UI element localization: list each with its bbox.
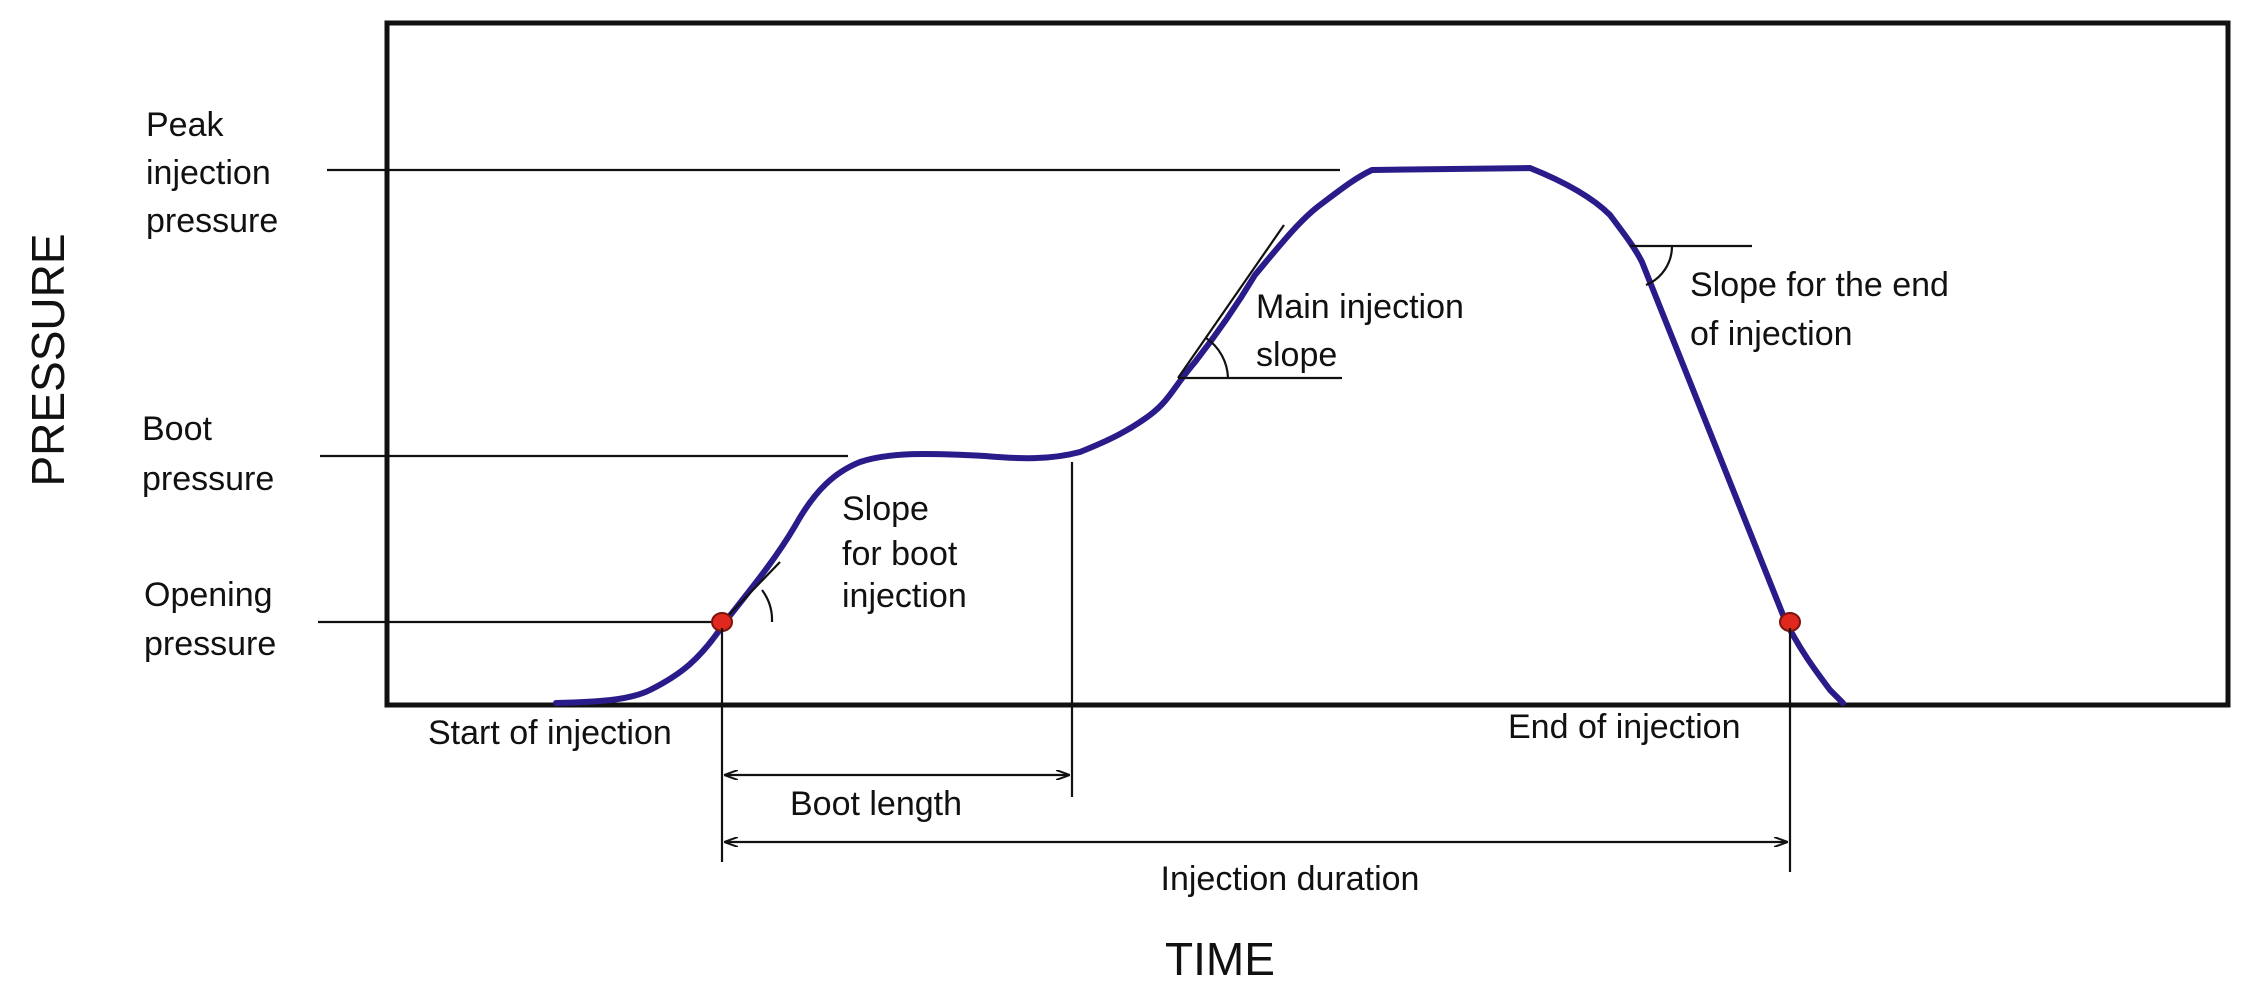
svg-text:pressure: pressure	[144, 625, 276, 663]
svg-text:injection: injection	[842, 577, 967, 615]
svg-text:injection: injection	[146, 154, 271, 192]
end-of-injection-label: End of injection	[1508, 708, 1741, 746]
boot-slope-label: Slope for boot injection	[842, 490, 967, 615]
boot-length-label: Boot length	[790, 785, 962, 823]
svg-text:Peak: Peak	[146, 106, 224, 144]
plot-frame	[384, 20, 2231, 708]
start-of-injection-label: Start of injection	[428, 714, 672, 752]
svg-text:Slope for the end: Slope for the end	[1690, 266, 1949, 304]
opening-pressure-label: Opening pressure	[144, 576, 276, 663]
main-slope-indicator	[1177, 224, 1342, 380]
pressure-curve	[553, 165, 1846, 706]
svg-text:Slope: Slope	[842, 490, 929, 528]
injection-duration-label: Injection duration	[1161, 860, 1420, 898]
svg-text:slope: slope	[1256, 336, 1337, 374]
svg-text:pressure: pressure	[146, 202, 278, 240]
svg-text:Main injection: Main injection	[1256, 288, 1464, 326]
end-slope-indicator	[1630, 244, 1752, 287]
svg-text:pressure: pressure	[142, 460, 274, 498]
svg-text:of injection: of injection	[1690, 315, 1853, 353]
main-slope-label: Main injection slope	[1256, 288, 1464, 374]
svg-text:Boot: Boot	[142, 410, 212, 448]
peak-pressure-label: Peak injection pressure	[146, 106, 278, 240]
end-slope-label: Slope for the end of injection	[1690, 266, 1949, 353]
svg-text:for boot: for boot	[842, 535, 958, 573]
y-axis-label: PRESSURE	[22, 233, 74, 486]
svg-text:Opening: Opening	[144, 576, 273, 614]
x-axis-label: TIME	[1165, 933, 1275, 985]
boot-slope-indicator	[721, 561, 781, 623]
boot-pressure-label: Boot pressure	[142, 410, 274, 498]
